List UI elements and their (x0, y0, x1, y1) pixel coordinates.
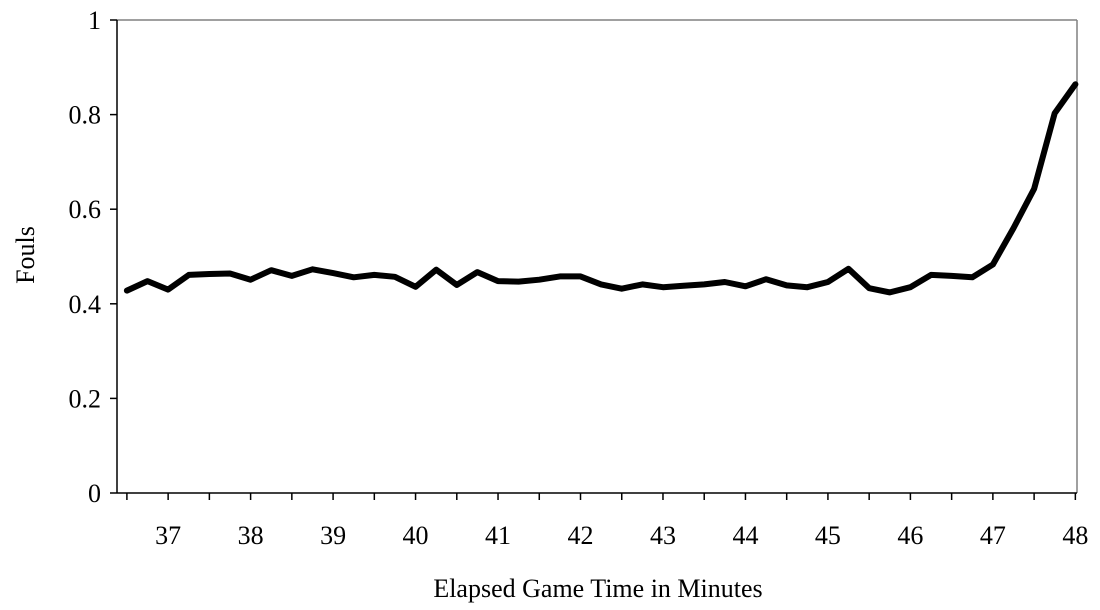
y-tick-label: 0.2 (69, 384, 102, 413)
series-layer (123, 81, 1079, 296)
x-tick-label: 46 (897, 521, 923, 550)
x-tick-label: 48 (1062, 521, 1088, 550)
x-tick-label: 39 (320, 521, 346, 550)
y-tick-label: 0.8 (69, 101, 102, 130)
x-tick-label: 41 (485, 521, 511, 550)
y-tick-label: 0.6 (69, 195, 102, 224)
axes (110, 19, 1078, 500)
y-axis-title: Fouls (11, 226, 40, 284)
x-tick-label: 38 (238, 521, 264, 550)
x-tick-label: 44 (732, 521, 758, 550)
tick-labels: 0 0.2 0.4 0.6 0.8 1 37 38 39 40 41 42 43 44 45 46 47 48 (69, 6, 1089, 550)
y-tick-label: 1 (88, 6, 101, 35)
y-tick-label: 0 (88, 479, 101, 508)
x-tick-label: 43 (650, 521, 676, 550)
series-line (123, 81, 1079, 296)
x-tick-label: 37 (155, 521, 181, 550)
x-tick-label: 42 (568, 521, 594, 550)
x-tick-label: 45 (815, 521, 841, 550)
x-tick-label: 47 (980, 521, 1006, 550)
x-tick-label: 40 (403, 521, 429, 550)
y-tick-label: 0.4 (69, 290, 102, 319)
x-axis-title: Elapsed Game Time in Minutes (433, 574, 762, 603)
